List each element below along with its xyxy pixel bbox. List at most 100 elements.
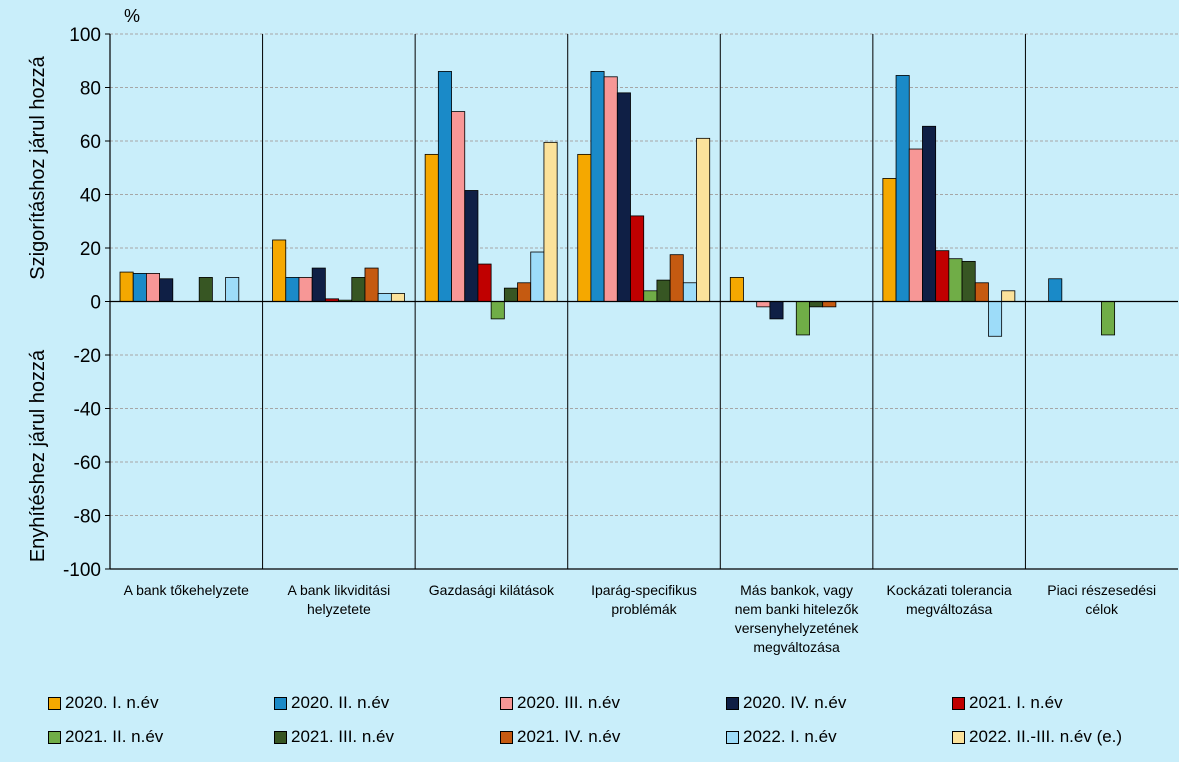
- x-category-label: Piaci részesedési célok: [1047, 582, 1156, 617]
- bar: [530, 251, 545, 302]
- y-axis-title-bottom: Enyhítéshez járul hozzá: [27, 349, 49, 562]
- bar: [603, 76, 618, 302]
- x-category-label-line: A bank tőkehelyzete: [124, 582, 250, 598]
- y-tick-label: 20: [80, 239, 101, 260]
- bar: [1101, 301, 1116, 336]
- bar: [948, 258, 963, 302]
- y-tick-label: 40: [80, 186, 101, 207]
- legend-item: 2021. II. n.év: [48, 724, 274, 750]
- x-category-label-line: Piaci részesedési: [1047, 582, 1156, 598]
- y-tick-label: -40: [74, 400, 101, 421]
- legend-swatch: [726, 696, 739, 710]
- x-category-label: Kockázati tolerancia megváltozása: [886, 582, 1012, 617]
- x-category-label: A bank tőkehelyzete: [124, 582, 250, 598]
- y-tick-label: -100: [63, 560, 101, 581]
- bar: [1048, 278, 1063, 302]
- bar: [616, 92, 631, 302]
- bar: [437, 71, 452, 302]
- bar: [577, 153, 592, 302]
- legend-swatch: [48, 696, 61, 710]
- bar: [119, 271, 134, 302]
- bar: [503, 287, 518, 302]
- legend-label: 2020. IV. n.év: [743, 693, 847, 712]
- legend-swatch: [48, 730, 61, 744]
- y-unit-label: %: [124, 6, 140, 26]
- x-category-label: Iparág-specifikus problémák: [591, 582, 697, 617]
- y-tick-label: 0: [90, 293, 101, 314]
- legend-swatch: [500, 696, 513, 710]
- legend-item: 2020. II. n.év: [274, 690, 500, 716]
- x-category-label-line: Más bankok, vagy: [740, 582, 853, 598]
- y-tick-label: 60: [80, 132, 101, 153]
- bar: [298, 277, 313, 302]
- bar: [643, 290, 658, 302]
- x-category-label-line: nem banki hitelezők: [735, 601, 860, 617]
- y-axis-title-top: Szigorításhoz járul hozzá: [27, 55, 49, 279]
- x-category-label: A bank likviditási helyzetete: [287, 582, 390, 617]
- bar: [809, 301, 824, 308]
- legend-label: 2020. III. n.év: [517, 693, 621, 712]
- bar: [377, 293, 392, 302]
- bar: [935, 250, 950, 302]
- bar: [895, 75, 910, 302]
- y-tick-label: -80: [74, 507, 101, 528]
- bar: [285, 277, 300, 302]
- x-category-label-line: helyzetete: [307, 601, 371, 617]
- bar: [988, 301, 1003, 337]
- bar: [1001, 290, 1016, 302]
- bar: [696, 137, 711, 302]
- legend-item: 2022. I. n.év: [726, 724, 952, 750]
- legend-label: 2021. II. n.év: [65, 727, 164, 746]
- bar: [769, 301, 784, 320]
- bar: [669, 254, 684, 302]
- bar: [908, 148, 923, 302]
- bar: [590, 71, 605, 302]
- x-category-label: Gazdasági kilátások: [429, 582, 555, 598]
- bar: [364, 267, 379, 302]
- legend-item: 2021. III. n.év: [274, 724, 500, 750]
- x-category-label-line: versenyhelyzetének: [735, 620, 860, 636]
- legend-item: 2020. IV. n.év: [726, 690, 952, 716]
- bar: [974, 282, 989, 302]
- y-tick-label: -60: [74, 453, 101, 474]
- x-category-label-line: megváltozása: [753, 639, 840, 655]
- legend-label: 2020. I. n.év: [65, 693, 159, 712]
- legend-label: 2022. II.-III. n.év (e.): [969, 727, 1123, 746]
- x-category-label-line: Kockázati tolerancia: [886, 582, 1012, 598]
- bar: [198, 277, 213, 302]
- legend-item: 2020. I. n.év: [48, 690, 274, 716]
- x-category-label-line: megváltozása: [906, 601, 993, 617]
- bar: [477, 263, 492, 302]
- bar: [464, 190, 479, 302]
- legend-item: 2021. IV. n.év: [500, 724, 726, 750]
- y-tick-label: -20: [74, 346, 101, 367]
- bar: [795, 301, 810, 336]
- legend-swatch: [274, 696, 287, 710]
- bar: [272, 239, 287, 302]
- x-category-label-line: Iparág-specifikus: [591, 582, 697, 598]
- x-category-label: Más bankok, vagy nem banki hitelezők verse…: [735, 582, 860, 655]
- legend-label: 2022. I. n.év: [743, 727, 837, 746]
- bar: [145, 273, 160, 302]
- x-category-label-line: Gazdasági kilátások: [429, 582, 555, 598]
- bar: [311, 267, 326, 302]
- legend-label: 2021. I. n.év: [969, 693, 1063, 712]
- bar: [822, 301, 837, 308]
- bar: [225, 277, 240, 302]
- bar: [630, 215, 645, 302]
- bar: [961, 260, 976, 302]
- x-category-label-line: célok: [1085, 601, 1119, 617]
- bar: [656, 279, 671, 302]
- legend-swatch: [726, 730, 739, 744]
- legend-swatch: [952, 696, 965, 710]
- bar: [543, 141, 558, 302]
- bar: [682, 282, 697, 302]
- y-tick-label: 80: [80, 79, 101, 100]
- bar: [351, 277, 366, 302]
- bar: [451, 111, 466, 302]
- legend-label: 2021. III. n.év: [291, 727, 395, 746]
- legend-label: 2021. IV. n.év: [517, 727, 621, 746]
- legend-swatch: [500, 730, 513, 744]
